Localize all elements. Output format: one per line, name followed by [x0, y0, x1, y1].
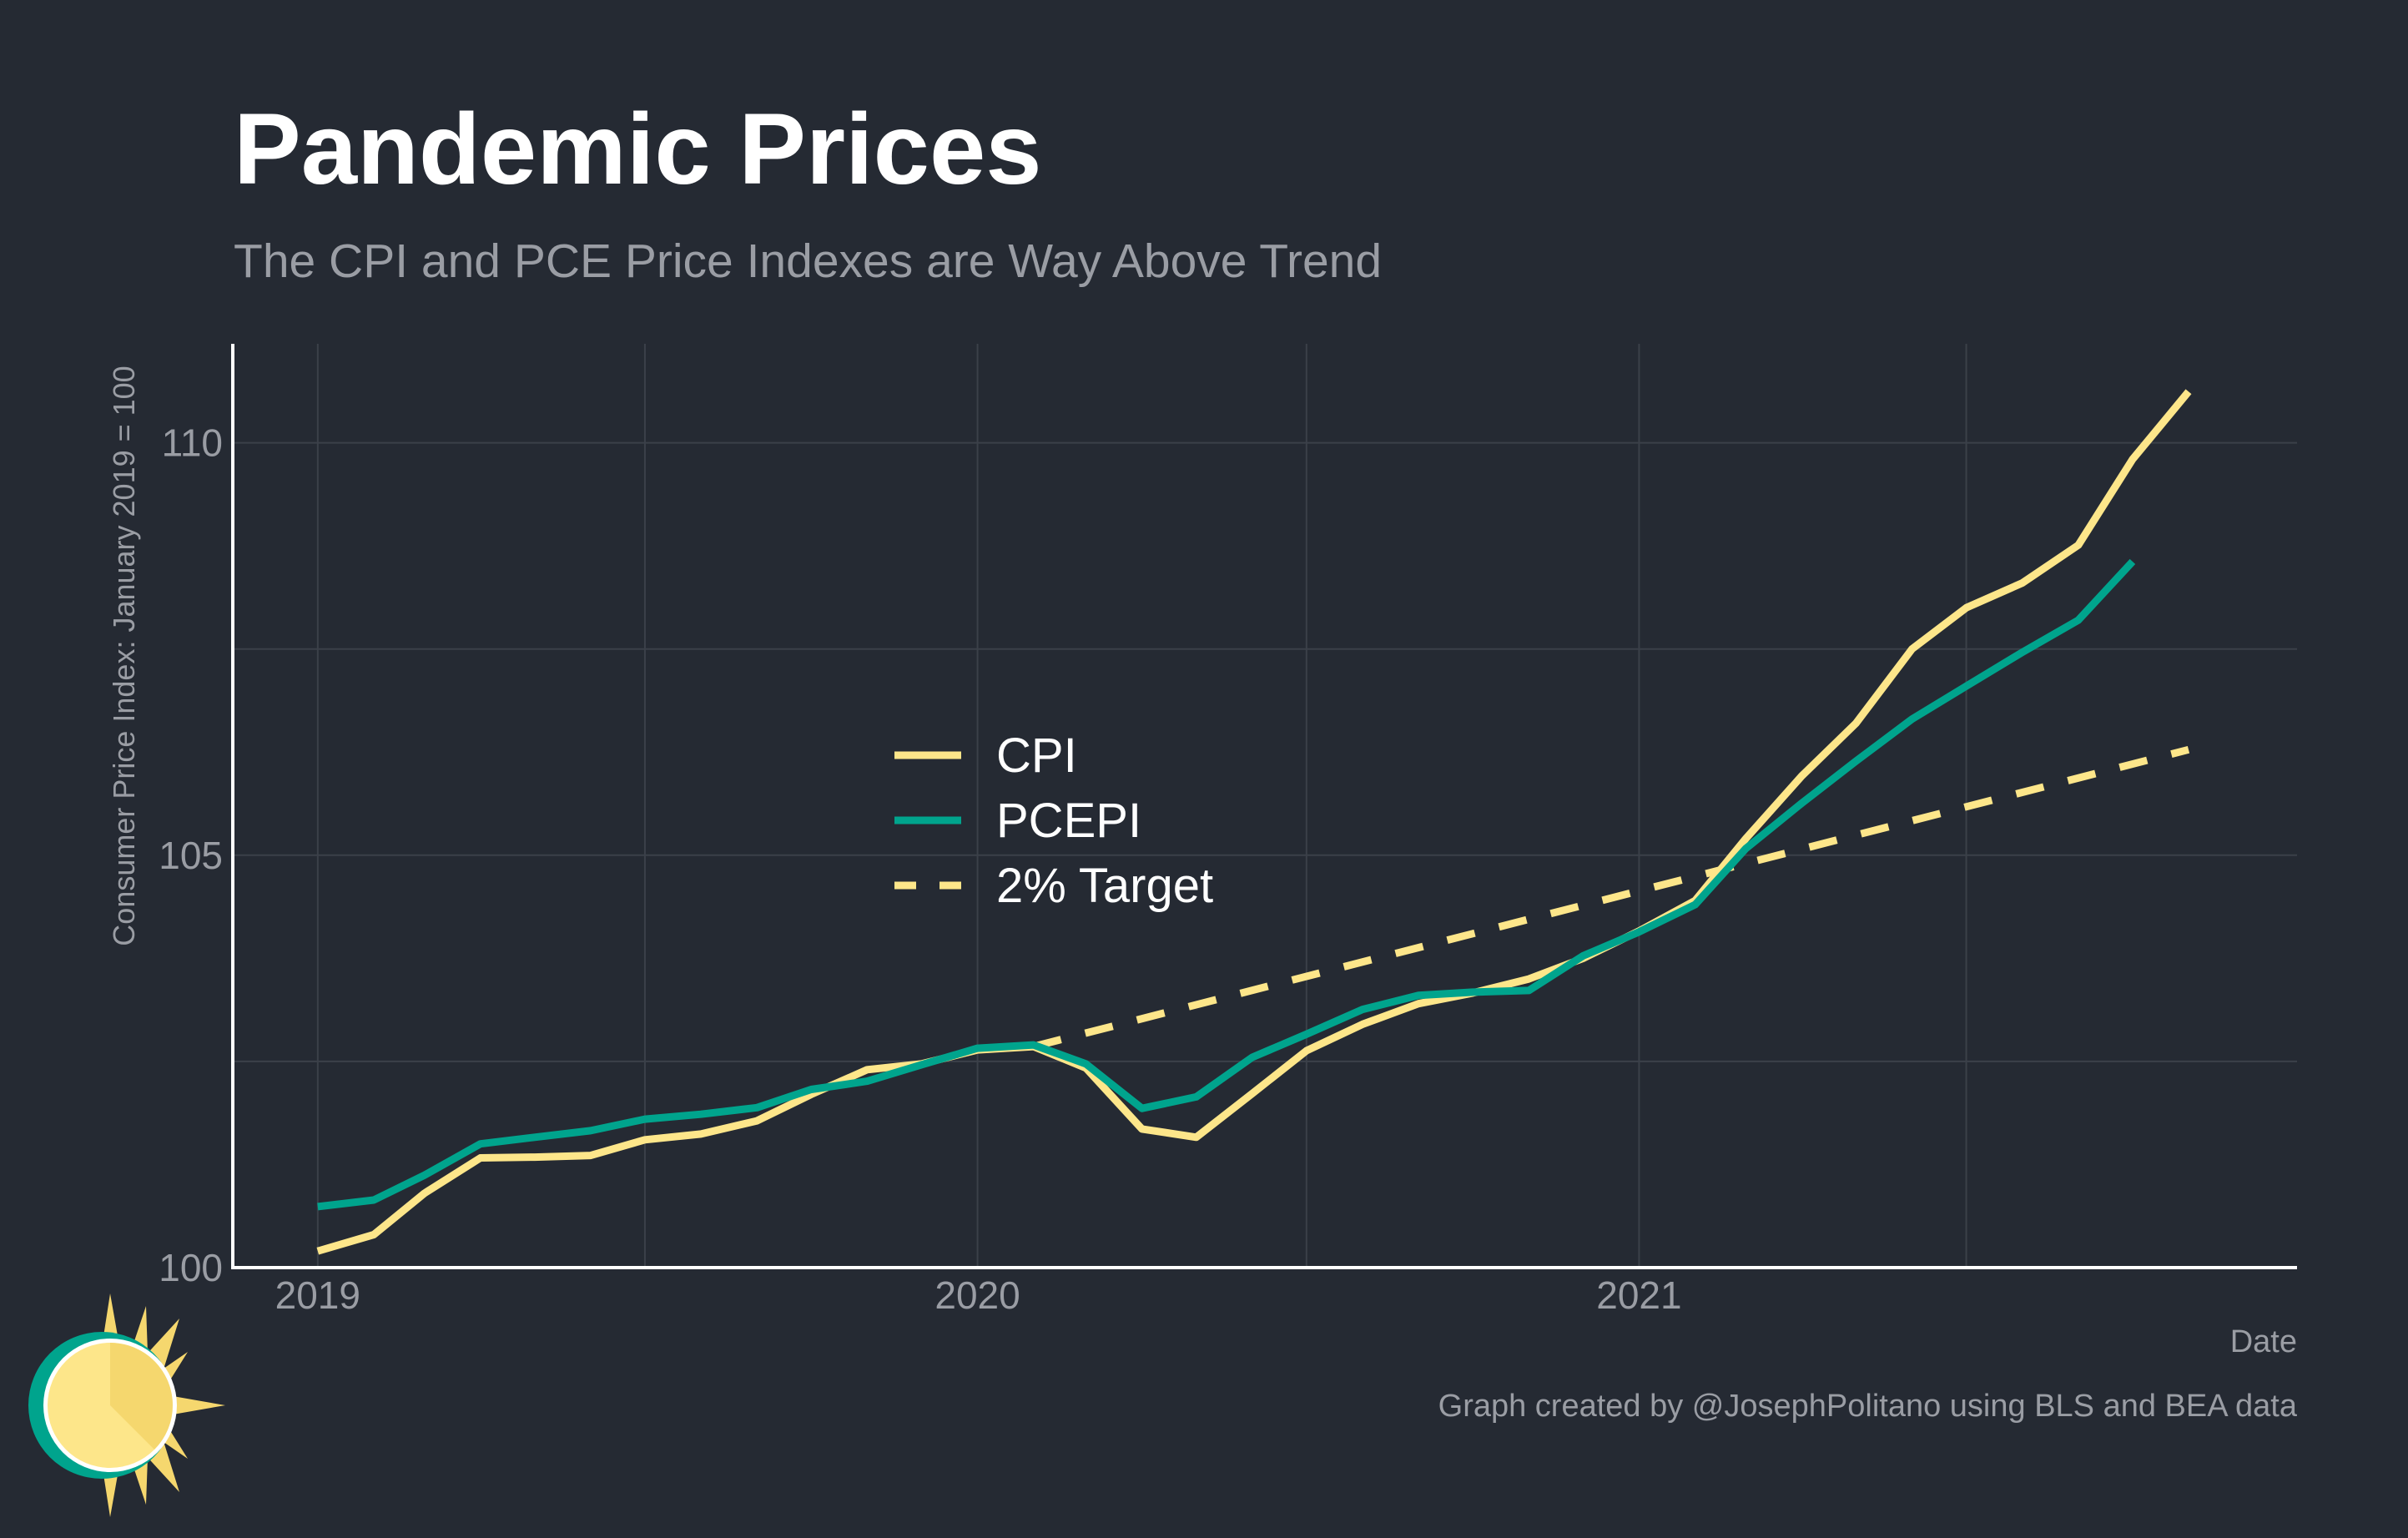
legend-label: CPI — [996, 729, 1077, 783]
y-tick-label: 110 — [162, 421, 223, 465]
series-line-cpi — [316, 389, 2192, 1255]
y-tick-label: 100 — [159, 1246, 223, 1289]
grid-lines — [233, 344, 2297, 1268]
page-title: Pandemic Prices — [234, 92, 1042, 205]
y-tick-labels: 100 105 110 — [159, 421, 223, 1289]
series-lines — [316, 389, 2192, 1255]
series-line-2-target — [1032, 745, 2190, 1051]
x-tick-label: 2021 — [1596, 1273, 1681, 1317]
y-axis-label: Consumer Price Index: January 2019 = 100 — [107, 366, 141, 945]
legend: CPI PCEPI 2% Target — [894, 729, 1213, 913]
y-tick-label: 105 — [159, 834, 223, 877]
x-axis-label: Date — [2230, 1324, 2297, 1359]
page-subtitle: The CPI and PCE Price Indexes are Way Ab… — [234, 234, 1383, 288]
legend-label: 2% Target — [996, 859, 1213, 913]
series-line-pcepi — [317, 558, 2136, 1211]
x-tick-label: 2019 — [275, 1273, 360, 1317]
sun-logo-icon — [28, 1293, 225, 1517]
legend-label: PCEPI — [996, 794, 1141, 848]
x-tick-labels: 2019 2020 2021 — [275, 1273, 1682, 1317]
source-caption: Graph created by @JosephPolitano using B… — [1438, 1389, 2297, 1424]
x-tick-label: 2020 — [934, 1273, 1020, 1317]
